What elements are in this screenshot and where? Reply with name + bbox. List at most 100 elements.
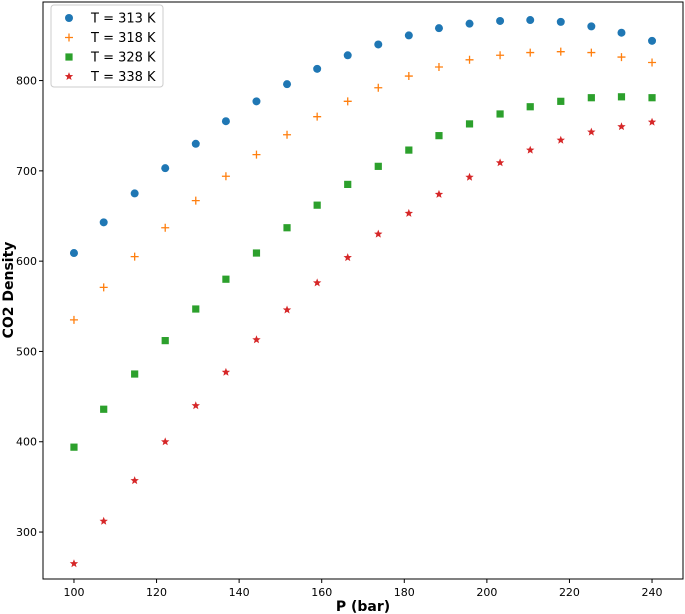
data-point: [404, 208, 414, 217]
data-point: [587, 22, 596, 31]
data-point: [374, 162, 382, 170]
legend-label: T = 338 K: [90, 70, 156, 85]
data-point: [617, 93, 626, 101]
data-point: [283, 80, 292, 89]
legend-marker: [64, 72, 74, 81]
data-point: [222, 275, 230, 283]
x-tick-label: 120: [146, 586, 167, 599]
data-point: [374, 83, 383, 92]
data-point: [312, 278, 322, 287]
data-point: [70, 443, 78, 451]
data-point: [343, 51, 352, 60]
data-point: [648, 36, 657, 45]
x-tick-label: 200: [476, 586, 497, 599]
data-point: [313, 112, 322, 121]
data-point: [587, 48, 596, 57]
data-point: [405, 146, 413, 154]
legend-marker: [65, 33, 73, 42]
data-point: [221, 117, 230, 126]
legend-box: [50, 4, 164, 88]
data-point: [496, 110, 504, 118]
data-point: [343, 97, 352, 106]
data-point: [161, 337, 169, 345]
data-point: [526, 16, 535, 25]
data-point: [587, 94, 595, 102]
data-point: [495, 158, 505, 167]
series-2: [69, 47, 657, 324]
series-4: [69, 117, 657, 568]
legend-entry: T = 338 K: [64, 70, 156, 85]
data-point: [191, 401, 200, 410]
y-tick-label: 300: [16, 526, 37, 539]
data-point: [99, 218, 108, 227]
data-point: [99, 516, 108, 525]
data-point: [617, 53, 626, 62]
data-point: [374, 40, 383, 49]
data-point: [404, 31, 413, 40]
data-point: [557, 97, 565, 105]
data-point: [313, 201, 321, 209]
data-point: [191, 196, 200, 205]
x-tick-label: 100: [63, 586, 84, 599]
data-point: [69, 249, 78, 258]
data-marks: [69, 16, 657, 568]
data-point: [344, 180, 352, 189]
data-point: [161, 164, 170, 173]
data-point: [496, 51, 505, 60]
data-point: [313, 64, 322, 73]
data-point: [496, 16, 505, 25]
x-axis-ticks: 100 120 140 160 180 200 220 240: [63, 579, 663, 599]
legend-entry: T = 313 K: [65, 12, 156, 27]
legend-marker: [65, 14, 73, 22]
y-tick-label: 800: [16, 75, 37, 88]
data-point: [130, 476, 139, 485]
data-point: [130, 252, 139, 261]
data-point: [69, 559, 79, 568]
data-point: [161, 437, 170, 446]
data-point: [130, 189, 139, 198]
y-tick-label: 600: [16, 255, 37, 268]
data-point: [131, 370, 139, 378]
plot-frame: [42, 1, 684, 580]
data-point: [617, 122, 626, 131]
data-point: [69, 315, 78, 324]
y-axis-ticks: 300 400 500 600 700 800: [16, 75, 43, 539]
x-tick-label: 160: [311, 586, 332, 599]
y-axis-label: CO2 Density: [1, 242, 17, 339]
data-point: [556, 135, 565, 144]
x-tick-label: 180: [394, 586, 415, 599]
data-point: [252, 150, 261, 159]
legend: T = 313 K T = 318 K T = 328 K T = 338 K: [50, 4, 164, 88]
data-point: [465, 172, 474, 181]
data-point: [161, 223, 170, 232]
legend-label: T = 318 K: [90, 31, 156, 46]
data-point: [192, 305, 200, 313]
data-point: [404, 72, 413, 81]
legend-label: T = 328 K: [90, 51, 156, 66]
data-point: [282, 305, 292, 314]
data-point: [191, 139, 200, 148]
data-point: [465, 120, 474, 128]
data-point: [526, 145, 535, 154]
legend-entry: T = 318 K: [65, 31, 156, 46]
data-point: [465, 55, 474, 64]
data-point: [648, 94, 656, 102]
y-tick-label: 400: [16, 436, 37, 449]
series-3: [70, 93, 656, 451]
data-point: [435, 132, 443, 140]
data-point: [283, 224, 291, 232]
data-point: [647, 117, 657, 126]
data-point: [252, 249, 261, 257]
x-tick-label: 240: [642, 586, 663, 599]
data-point: [434, 63, 443, 72]
data-point: [374, 229, 383, 238]
x-tick-label: 140: [229, 586, 250, 599]
data-point: [252, 97, 261, 106]
y-tick-label: 700: [16, 165, 37, 178]
data-point: [526, 48, 535, 57]
x-axis-label: P (bar): [336, 599, 390, 614]
data-point: [221, 367, 231, 376]
data-point: [100, 405, 108, 413]
data-point: [99, 283, 108, 292]
